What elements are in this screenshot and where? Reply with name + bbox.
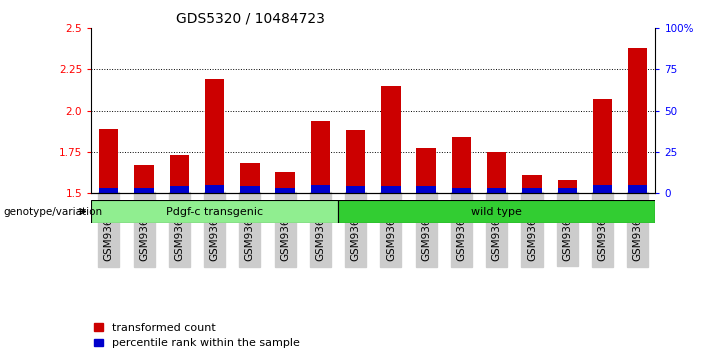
Bar	[451, 137, 471, 193]
Bar	[170, 155, 189, 193]
Bar	[135, 188, 154, 193]
Bar	[487, 188, 506, 193]
Bar	[240, 163, 259, 193]
Bar	[275, 172, 295, 193]
Bar	[205, 185, 224, 193]
Bar	[628, 185, 648, 193]
Bar	[487, 152, 506, 193]
Bar	[381, 86, 400, 193]
Bar	[240, 186, 259, 193]
Bar	[451, 188, 471, 193]
Bar	[416, 148, 436, 193]
Text: genotype/variation: genotype/variation	[4, 206, 102, 217]
Text: Pdgf-c transgenic: Pdgf-c transgenic	[166, 206, 263, 217]
Bar	[593, 99, 612, 193]
Bar	[91, 200, 338, 223]
Bar	[416, 186, 436, 193]
Bar	[311, 185, 330, 193]
Bar	[99, 129, 118, 193]
Bar	[311, 120, 330, 193]
Bar	[275, 188, 295, 193]
Bar	[99, 188, 118, 193]
Bar	[381, 186, 400, 193]
Bar	[593, 185, 612, 193]
Bar	[346, 186, 365, 193]
Bar	[557, 188, 577, 193]
Bar	[205, 79, 224, 193]
Text: GDS5320 / 10484723: GDS5320 / 10484723	[176, 12, 325, 26]
Bar	[628, 48, 648, 193]
Bar	[346, 130, 365, 193]
Bar	[338, 200, 655, 223]
Text: wild type: wild type	[471, 206, 522, 217]
Bar	[522, 188, 542, 193]
Bar	[522, 175, 542, 193]
Bar	[170, 186, 189, 193]
Bar	[135, 165, 154, 193]
Legend: transformed count, percentile rank within the sample: transformed count, percentile rank withi…	[94, 323, 299, 348]
Bar	[557, 180, 577, 193]
